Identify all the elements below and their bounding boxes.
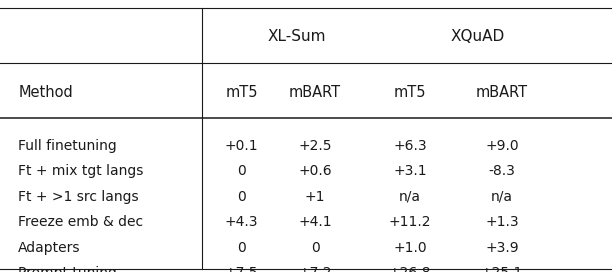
Text: +3.1: +3.1 [394, 164, 427, 178]
Text: +7.2: +7.2 [299, 266, 332, 272]
Text: Ft + >1 src langs: Ft + >1 src langs [18, 190, 139, 204]
Text: mBART: mBART [289, 85, 341, 100]
Text: n/a: n/a [399, 190, 421, 204]
Text: n/a: n/a [491, 190, 513, 204]
Text: +7.5: +7.5 [225, 266, 258, 272]
Text: Full finetuning: Full finetuning [18, 138, 117, 153]
Text: 0: 0 [237, 190, 246, 204]
Text: +4.3: +4.3 [225, 215, 258, 229]
Text: Adapters: Adapters [18, 241, 81, 255]
Text: Freeze emb & dec: Freeze emb & dec [18, 215, 143, 229]
Text: 0: 0 [237, 241, 246, 255]
Text: Prompt tuning: Prompt tuning [18, 266, 118, 272]
Text: +25.1: +25.1 [480, 266, 523, 272]
Text: mBART: mBART [476, 85, 528, 100]
Text: XQuAD: XQuAD [450, 29, 504, 44]
Text: +0.6: +0.6 [299, 164, 332, 178]
Text: +4.1: +4.1 [299, 215, 332, 229]
Text: +11.2: +11.2 [389, 215, 431, 229]
Text: Ft + mix tgt langs: Ft + mix tgt langs [18, 164, 144, 178]
Text: +9.0: +9.0 [485, 138, 518, 153]
Text: mT5: mT5 [394, 85, 427, 100]
Text: Method: Method [18, 85, 73, 100]
Text: XL-Sum: XL-Sum [267, 29, 326, 44]
Text: +1.0: +1.0 [394, 241, 427, 255]
Text: 0: 0 [237, 164, 246, 178]
Text: +3.9: +3.9 [485, 241, 518, 255]
Text: +26.8: +26.8 [389, 266, 431, 272]
Text: +1.3: +1.3 [485, 215, 518, 229]
Text: +1: +1 [305, 190, 326, 204]
Text: +0.1: +0.1 [225, 138, 258, 153]
Text: -8.3: -8.3 [488, 164, 515, 178]
Text: mT5: mT5 [225, 85, 258, 100]
Text: +6.3: +6.3 [394, 138, 427, 153]
Text: +2.5: +2.5 [299, 138, 332, 153]
Text: 0: 0 [311, 241, 319, 255]
